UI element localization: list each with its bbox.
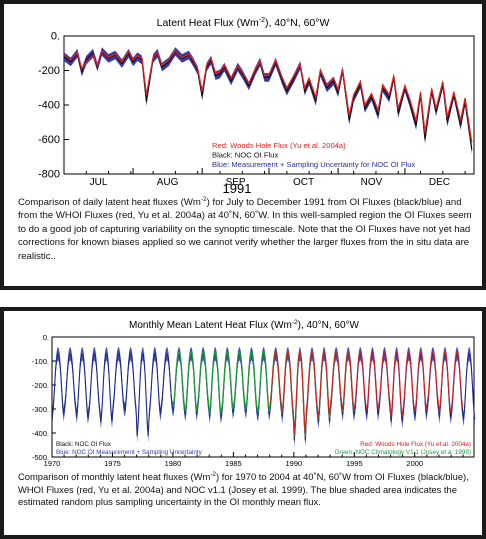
legend-entry-black: Black: NOC OI Flux: [56, 441, 112, 448]
legend-entry: Black: NOC OI Flux: [212, 151, 278, 160]
daily-latent-heat-chart: Latent Heat Flux (Wm-2), 40°N, 60°W 0. -2…: [38, 17, 475, 194]
chart-title: Latent Heat Flux (Wm-2), 40°N, 60°W: [157, 17, 330, 29]
plot-frame: [51, 336, 475, 458]
series-line-noc: [63, 50, 473, 150]
monthly-latent-heat-chart: Monthly Mean Latent Heat Flux (Wm-2), 40…: [32, 319, 476, 468]
y-tick-label: -800: [38, 169, 60, 181]
x-tick-label: NOV: [361, 177, 383, 188]
x-tick-label: SEP: [226, 177, 246, 188]
x-tick-label: 1990: [285, 459, 302, 468]
caption-daily: Comparison of daily latent heat fluxes (…: [18, 196, 472, 263]
y-tick-label: 0.: [51, 31, 60, 43]
title-text: Latent Heat Flux (Wm: [157, 17, 259, 29]
y-tick-label: -200: [38, 65, 60, 77]
series-line-whoi: [269, 351, 464, 435]
legend-entry: Red: Woods Hole Flux (Yu et al. 2004a): [212, 141, 346, 150]
x-tick-label: 1985: [225, 459, 242, 468]
x-tick-label: 1975: [104, 459, 121, 468]
x-tick-label: DEC: [429, 177, 450, 188]
y-tick-label: -100.: [32, 357, 49, 366]
x-tick-label: JUL: [90, 177, 108, 188]
y-tick-label: 0.: [43, 333, 49, 342]
title-location: ), 40°N, 60°W: [265, 17, 330, 29]
y-tick-label: -400: [38, 100, 60, 112]
x-axis-label: 1991: [223, 181, 252, 194]
series-line-whoi: [63, 49, 473, 143]
caption-text-cont: ) for July to December 1991 from OI Flux…: [18, 197, 472, 262]
caption-text: Comparison of daily latent heat fluxes (…: [18, 197, 201, 208]
y-tick-label: -200.: [32, 381, 49, 390]
caption-superscript: -2: [200, 196, 207, 203]
legend-entry: Blue: Measurement + Sampling Uncertainty…: [212, 160, 415, 169]
title-location: ), 40°N, 60°W: [298, 320, 360, 331]
caption-text: Comparison of monthly latent heat fluxes…: [18, 471, 211, 482]
y-tick-label: -600: [38, 134, 60, 146]
y-tick-label: -300.: [32, 405, 49, 414]
caption-superscript: -2: [210, 471, 217, 478]
y-tick-label: -400.: [32, 429, 49, 438]
daily-flux-panel: Latent Heat Flux (Wm-2), 40°N, 60°W 0. -2…: [0, 0, 486, 290]
uncertainty-band: [52, 347, 475, 448]
x-tick-label: OCT: [293, 177, 314, 188]
x-tick-label: 2000: [406, 459, 423, 468]
x-tick-label: 1970: [44, 459, 61, 468]
legend-entry-green: Green: NOC Climatology V1.1 (Josey et a.…: [335, 449, 472, 456]
legend-entry-blue: Blue: NOC OI Measurement + Sampling Unce…: [56, 449, 203, 456]
monthly-flux-panel: Monthly Mean Latent Heat Flux (Wm-2), 40…: [0, 307, 486, 539]
x-tick-label: 1995: [346, 459, 363, 468]
title-text: Monthly Mean Latent Heat Flux (Wm: [129, 320, 292, 331]
legend-entry-red: Red: Woods Hole Flux (Yu et al. 2004a): [360, 441, 471, 448]
x-tick-label: 1980: [165, 459, 182, 468]
title-superscript: -2: [292, 319, 298, 326]
uncertainty-band: [64, 47, 472, 155]
caption-text-cont: ) for 1970 to 2004 at 40˚N, 60˚W from OI…: [18, 471, 469, 508]
chart-title: Monthly Mean Latent Heat Flux (Wm-2), 40…: [129, 319, 360, 331]
caption-monthly: Comparison of monthly latent heat fluxes…: [18, 471, 472, 509]
x-tick-label: AUG: [157, 177, 179, 188]
y-tick-label: -500.: [32, 453, 49, 462]
title-superscript: -2: [259, 17, 265, 24]
